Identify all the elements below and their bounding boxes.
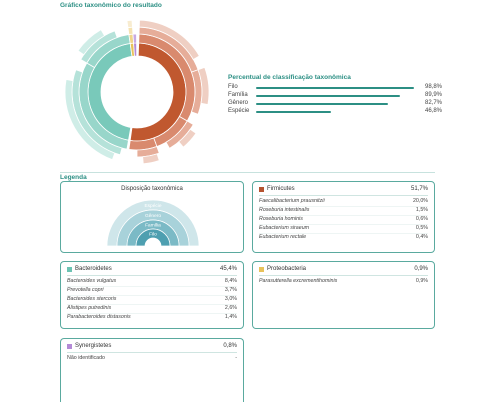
percent-title: Percentual de classificação taxonômica xyxy=(228,74,351,81)
group-color-swatch xyxy=(67,344,72,349)
percent-bar xyxy=(256,103,416,105)
percent-label: Filo xyxy=(228,84,238,90)
species-name: Prevotella copri xyxy=(67,287,104,293)
group-header: Bacteroidetes 45,4% xyxy=(67,266,237,276)
percent-label: Gênero xyxy=(228,100,249,106)
percent-bar xyxy=(256,95,416,97)
group-box-bacteroidetes: Bacteroidetes 45,4% Bacteroides vulgatus… xyxy=(60,261,244,329)
group-box-proteobacteria: Proteobacteria 0,9% Parasutterella excre… xyxy=(252,261,435,329)
list-item: Bacteroides stercoris 3,0% xyxy=(67,296,237,305)
group-color-swatch xyxy=(67,267,72,272)
species-name: Bacteroides stercoris xyxy=(67,296,117,302)
percent-bar xyxy=(256,111,416,113)
group-header: Synergistetes 0,8% xyxy=(67,343,237,353)
percent-row-genero: Gênero 82,7% xyxy=(228,100,442,108)
page-title: Gráfico taxonômico do resultado xyxy=(60,2,162,9)
species-name: Não identificado xyxy=(67,355,105,361)
sunburst-segment[interactable] xyxy=(142,153,160,165)
percent-value: 46,8% xyxy=(424,108,442,114)
group-percent: 51,7% xyxy=(410,186,428,192)
percent-row-familia: Família 89,9% xyxy=(228,92,442,100)
sunburst-segment[interactable] xyxy=(127,26,134,36)
percent-fill xyxy=(256,95,400,97)
percent-label: Espécie xyxy=(228,108,250,114)
sunburst-segment[interactable] xyxy=(133,42,138,57)
section-divider xyxy=(60,172,435,173)
species-name: Parasutterella excrementihominis xyxy=(259,278,338,284)
species-name: Roseburia hominis xyxy=(259,216,303,222)
list-item: Prevotella copri 3,7% xyxy=(67,287,237,296)
group-name: Synergistetes xyxy=(75,343,112,349)
group-percent: 45,4% xyxy=(219,266,237,272)
rank-label: Gênero xyxy=(145,213,161,219)
group-name: Bacteroidetes xyxy=(75,266,112,272)
species-value: 8,4% xyxy=(224,278,237,284)
species-value: 1,5% xyxy=(415,207,428,213)
sunburst-segment[interactable] xyxy=(126,19,133,29)
sunburst-segment[interactable] xyxy=(64,79,116,161)
species-name: Bacteroides vulgatus xyxy=(67,278,117,284)
species-value: 2,6% xyxy=(224,305,237,311)
disposition-title: Disposição taxonômica xyxy=(121,186,183,192)
percent-value: 89,9% xyxy=(424,92,442,98)
percent-bar xyxy=(256,87,416,89)
species-value: 20,0% xyxy=(412,198,428,204)
species-value: 0,6% xyxy=(415,216,428,222)
sunburst-segment[interactable] xyxy=(77,29,106,56)
percent-row-especie: Espécie 46,8% xyxy=(228,108,442,116)
group-box-synergistetes: Synergistetes 0,8% Não identificado - xyxy=(60,338,244,402)
percent-fill xyxy=(256,87,415,89)
percent-value: 82,7% xyxy=(424,100,442,106)
group-box-firmicutes: Firmicutes 51,7% Faecalibacterium prausn… xyxy=(252,181,435,253)
list-item: Roseburia hominis 0,6% xyxy=(259,216,428,225)
percent-value: 98,8% xyxy=(424,84,442,90)
species-value: 0,4% xyxy=(415,234,428,240)
rank-arcs: Espécie Gênero Família Filo xyxy=(106,200,200,247)
species-value: 0,5% xyxy=(415,225,428,231)
group-color-swatch xyxy=(259,187,264,192)
percent-row-filo: Filo 98,8% xyxy=(228,84,442,92)
group-percent: 0,8% xyxy=(223,343,237,349)
species-name: Alistipes putredinis xyxy=(67,305,112,311)
percent-fill xyxy=(256,103,389,105)
sunburst-chart[interactable] xyxy=(55,12,225,172)
list-item: Não identificado - xyxy=(67,355,237,363)
species-name: Eubacterium rectale xyxy=(259,234,307,240)
list-item: Eubacterium siraeum 0,5% xyxy=(259,225,428,234)
species-name: Roseburia intestinalis xyxy=(259,207,310,213)
group-color-swatch xyxy=(259,267,264,272)
species-value: 3,7% xyxy=(224,287,237,293)
species-value: 0,9% xyxy=(415,278,428,284)
species-value: 1,4% xyxy=(224,314,237,320)
group-percent: 0,9% xyxy=(414,266,428,272)
group-header: Proteobacteria 0,9% xyxy=(259,266,428,276)
rank-label: Família xyxy=(145,223,161,229)
list-item: Faecalibacterium prausnitzii 20,0% xyxy=(259,198,428,207)
percent-label: Família xyxy=(228,92,248,98)
group-name: Firmicutes xyxy=(267,186,295,192)
rank-arc-3 xyxy=(135,228,171,247)
disposition-box: Disposição taxonômica Espécie Gênero Famíl… xyxy=(60,181,244,253)
percent-fill xyxy=(256,111,331,113)
group-header: Firmicutes 51,7% xyxy=(259,186,428,196)
species-name: Parabacteroides distasonis xyxy=(67,314,131,320)
rank-label: Filo xyxy=(149,232,157,238)
sunburst-segment[interactable] xyxy=(138,19,200,61)
species-value: 3,0% xyxy=(224,296,237,302)
group-name: Proteobacteria xyxy=(267,266,307,272)
sunburst-segment[interactable] xyxy=(178,128,197,148)
species-value: - xyxy=(235,355,237,361)
list-item: Parabacteroides distasonis 1,4% xyxy=(67,314,237,322)
sunburst-segment[interactable] xyxy=(197,66,210,105)
list-item: Alistipes putredinis 2,6% xyxy=(67,305,237,314)
species-name: Eubacterium siraeum xyxy=(259,225,310,231)
list-item: Roseburia intestinalis 1,5% xyxy=(259,207,428,216)
legend-title: Legenda xyxy=(60,174,87,181)
list-item: Bacteroides vulgatus 8,4% xyxy=(67,278,237,287)
sunburst-segment[interactable] xyxy=(132,33,137,44)
list-item: Parasutterella excrementihominis 0,9% xyxy=(259,278,428,286)
species-name: Faecalibacterium prausnitzii xyxy=(259,198,325,204)
list-item: Eubacterium rectale 0,4% xyxy=(259,234,428,242)
rank-label: Espécie xyxy=(144,203,161,209)
